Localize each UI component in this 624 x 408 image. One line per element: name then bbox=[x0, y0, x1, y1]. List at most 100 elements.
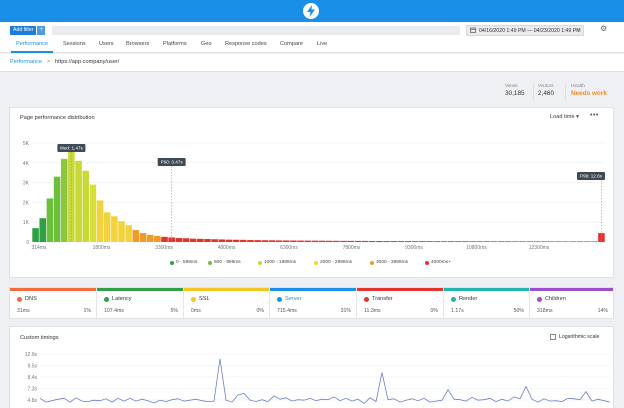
plus-icon[interactable]: + bbox=[37, 26, 45, 35]
health-value: Needs work bbox=[571, 90, 607, 97]
legend-label: 2000 - 2999ms bbox=[320, 260, 352, 265]
calendar-icon bbox=[470, 27, 476, 35]
tab-users[interactable]: Users bbox=[99, 41, 114, 47]
metric-render[interactable]: Render 1.17s 50% bbox=[444, 288, 530, 318]
metric-ssl[interactable]: SSL 0ms 0% bbox=[184, 288, 270, 318]
y-tick-label: 8.4s bbox=[28, 375, 38, 381]
histogram-bar bbox=[103, 212, 111, 242]
metric-name: DNS bbox=[25, 296, 37, 302]
histogram-bar bbox=[82, 170, 89, 242]
y-tick-label: 9.5s bbox=[28, 364, 38, 370]
breadcrumb-page: https://app.company/user/ bbox=[55, 59, 120, 65]
p90-marker-tag bbox=[157, 158, 186, 166]
add-filter-button[interactable]: Add filter + bbox=[10, 26, 45, 35]
histogram-bar bbox=[318, 240, 326, 242]
y-tick-label: 1K bbox=[23, 220, 30, 226]
metric-pct: 14% bbox=[597, 308, 608, 314]
metric-latency[interactable]: Latency 107.4ms 5% bbox=[97, 288, 184, 318]
filter-input[interactable] bbox=[52, 26, 460, 35]
more-options-icon[interactable]: ••• bbox=[590, 112, 599, 119]
visitors-label: Visitors bbox=[538, 84, 554, 89]
histogram-bar bbox=[225, 239, 233, 242]
histogram-bar bbox=[254, 240, 261, 242]
tab-performance[interactable]: Performance bbox=[10, 41, 54, 53]
metric-pct: 1% bbox=[83, 308, 92, 314]
breadcrumb-performance-link[interactable]: Performance bbox=[10, 59, 43, 65]
metric-select[interactable]: Load time ▾ bbox=[550, 114, 579, 120]
histogram-bar bbox=[139, 233, 147, 242]
metric-name: Latency bbox=[112, 296, 132, 302]
histogram-bar bbox=[197, 238, 204, 242]
tab-geo[interactable]: Geo bbox=[201, 41, 212, 47]
metric-transfer[interactable]: Transfer 11.3ms 0% bbox=[357, 288, 444, 318]
histogram-bar bbox=[125, 225, 132, 242]
metric-children[interactable]: Children 318ms 14% bbox=[530, 288, 613, 318]
lightning-bolt-icon[interactable] bbox=[303, 3, 319, 19]
legend-label: 0 - 599ms bbox=[176, 260, 198, 265]
log-scale-toggle[interactable]: Logarithmic scale bbox=[550, 334, 599, 340]
histogram-bar bbox=[419, 241, 426, 242]
median-marker-label: Med: 1.47s bbox=[60, 146, 83, 151]
breadcrumb-separator: > bbox=[47, 59, 51, 65]
custom-timings-card bbox=[9, 326, 614, 408]
histogram-bar bbox=[533, 241, 541, 242]
tab-response-codes[interactable]: Response codes bbox=[225, 41, 267, 47]
histogram-bar bbox=[46, 198, 54, 242]
tab-browsers[interactable]: Browsers bbox=[126, 41, 150, 47]
histogram-bar bbox=[60, 158, 68, 242]
histogram-bar bbox=[562, 241, 569, 242]
y-tick-label: 4K bbox=[23, 161, 30, 167]
y-tick-label: 0 bbox=[26, 240, 29, 246]
legend-label: 3000 - 3999ms bbox=[376, 260, 408, 265]
metric-dns[interactable]: DNS 31ms 1% bbox=[10, 288, 97, 318]
distribution-card bbox=[9, 107, 614, 278]
nav-tabs: Performance Sessions Users Browsers Plat… bbox=[0, 38, 624, 53]
views-label: Views bbox=[505, 84, 518, 89]
date-range-picker[interactable]: 04/16/2020 1:49 PM — 04/23/2020 1:49 PM … bbox=[466, 25, 584, 36]
health-label: Health bbox=[571, 84, 585, 89]
histogram-bar bbox=[182, 238, 190, 242]
histogram-bar bbox=[39, 218, 47, 242]
metric-ms: 31ms bbox=[17, 308, 30, 314]
histogram-bar bbox=[512, 241, 519, 242]
metric-name: Server bbox=[285, 296, 302, 302]
visitors-value: 2,460 bbox=[538, 90, 554, 97]
histogram-bar bbox=[361, 240, 369, 242]
histogram-bar bbox=[146, 234, 154, 242]
histogram-bar bbox=[89, 184, 97, 242]
histogram-bar bbox=[297, 240, 304, 242]
tab-compare[interactable]: Compare bbox=[280, 41, 304, 47]
tab-platforms[interactable]: Platforms bbox=[163, 41, 187, 47]
distribution-title: Page performance distribution bbox=[20, 115, 95, 121]
tab-sessions[interactable]: Sessions bbox=[63, 41, 86, 47]
histogram-bar bbox=[333, 240, 340, 242]
histogram-bar bbox=[218, 239, 226, 242]
histogram-bar bbox=[555, 241, 562, 242]
histogram-bar bbox=[111, 216, 118, 242]
legend-label: 4000ms+ bbox=[431, 260, 451, 265]
metric-pct: 0% bbox=[430, 308, 439, 314]
clear-date-icon[interactable]: ✕ bbox=[575, 27, 580, 34]
tab-live[interactable]: Live bbox=[317, 41, 328, 47]
views-value: 30,185 bbox=[505, 90, 525, 97]
p99-marker-tag bbox=[577, 172, 605, 180]
gear-icon[interactable]: ⚙ bbox=[600, 24, 608, 33]
histogram-bar bbox=[204, 239, 211, 242]
metric-server[interactable]: Server 715.4ms 31% bbox=[270, 288, 357, 318]
histogram-bar bbox=[519, 241, 526, 242]
log-scale-label: Logarithmic scale bbox=[559, 334, 600, 340]
histogram-bar bbox=[540, 241, 548, 242]
histogram-bar bbox=[390, 241, 397, 242]
log-scale-checkbox[interactable] bbox=[550, 334, 556, 340]
metric-name: SSL bbox=[199, 296, 210, 302]
legend-item: 0 - 599ms bbox=[170, 260, 197, 265]
x-tick-label: 9300ms bbox=[405, 245, 423, 251]
histogram-bar bbox=[397, 241, 405, 242]
custom-timings-title: Custom timings bbox=[20, 335, 59, 341]
histogram-bar bbox=[476, 241, 483, 242]
y-tick-label: 12.9s bbox=[25, 352, 38, 358]
metric-ms: 11.3ms bbox=[364, 308, 381, 314]
histogram-bar bbox=[433, 241, 440, 242]
histogram-bar bbox=[411, 241, 419, 242]
legend-label: 600 - 999ms bbox=[214, 260, 241, 265]
